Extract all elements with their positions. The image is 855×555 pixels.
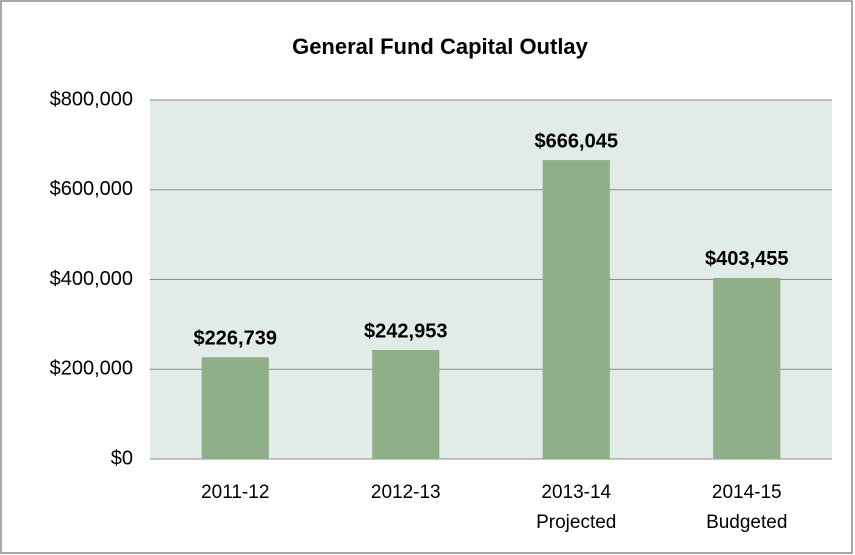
value-label: $666,045 [535,130,618,152]
x-tick-label: 2014-15 [712,482,782,503]
bar [372,349,440,459]
value-label: $403,455 [705,248,788,270]
x-tick-label: 2012-13 [371,482,441,503]
x-tick-label: 2011-12 [201,482,269,503]
y-tick-label: $400,000 [50,268,133,290]
bar [542,160,610,459]
chart-title: General Fund Capital Outlay [292,34,589,59]
y-tick-label: $200,000 [50,358,133,380]
x-tick-label: 2013-14 [541,482,611,503]
y-tick-label: $0 [111,447,133,469]
x-tick-label: Projected [536,512,616,533]
value-label: $226,739 [194,328,277,350]
value-label: $242,953 [364,320,447,342]
bar [201,357,269,459]
x-tick-label: Budgeted [706,512,787,533]
bar [713,277,781,459]
y-tick-label: $600,000 [50,178,133,200]
y-tick-label: $800,000 [50,88,133,110]
